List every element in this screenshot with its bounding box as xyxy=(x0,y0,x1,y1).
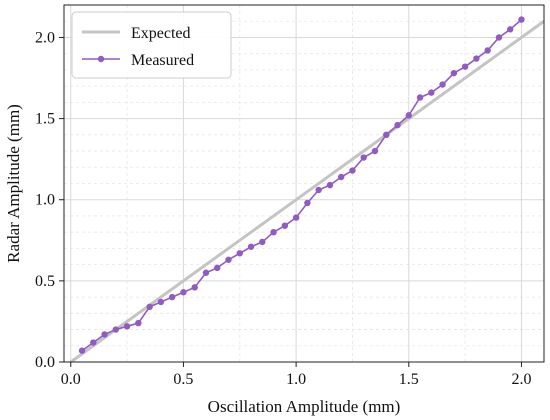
measured-point xyxy=(292,214,300,221)
measured-point xyxy=(405,112,412,119)
series-layer xyxy=(69,16,545,364)
measured-point xyxy=(214,264,221,272)
y-tick-label: 2.0 xyxy=(35,29,55,46)
measured-point xyxy=(337,173,345,181)
y-tick-label: 1.0 xyxy=(35,192,55,209)
measured-line xyxy=(81,18,522,352)
measured-point xyxy=(383,131,390,139)
measured-point xyxy=(484,47,491,54)
plot-frame xyxy=(63,4,545,363)
measured-point xyxy=(360,154,367,161)
measured-point xyxy=(450,69,458,77)
measured-point xyxy=(247,243,255,250)
measured-point xyxy=(473,55,480,62)
measured-point xyxy=(518,16,525,23)
measured-point xyxy=(416,94,424,101)
x-tick-label: 1.0 xyxy=(286,371,306,388)
measured-point xyxy=(349,167,356,174)
measured-point xyxy=(304,199,311,207)
measured-point xyxy=(394,121,401,129)
y-tick-label: 0.0 xyxy=(35,354,55,371)
legend-label-measured: Measured xyxy=(131,52,194,69)
measured-point xyxy=(112,326,120,333)
ticks: 0.0 0.5 1.0 1.5 2.0 0.0 0.5 1.0 1.5 2.0 xyxy=(35,29,531,388)
measured-point xyxy=(371,147,379,155)
measured-point xyxy=(236,250,243,257)
measured-point xyxy=(146,303,153,311)
measured-point xyxy=(225,256,232,263)
measured-point xyxy=(90,339,97,346)
x-tick-label: 0.5 xyxy=(173,371,193,388)
measured-point xyxy=(439,81,446,88)
measured-point xyxy=(157,298,165,306)
measured-point xyxy=(259,238,266,246)
measured-point xyxy=(315,186,322,194)
legend-marker-measured xyxy=(97,55,105,63)
x-tick-label: 2.0 xyxy=(511,371,531,388)
y-tick-label: 0.5 xyxy=(35,273,55,290)
measured-point xyxy=(495,34,503,41)
measured-point xyxy=(123,323,131,330)
measured-point xyxy=(191,284,198,291)
measured-point xyxy=(326,181,334,189)
y-tick-label: 1.5 xyxy=(35,111,55,128)
x-axis-label: Oscillation Amplitude (mm) xyxy=(208,397,401,416)
measured-point xyxy=(270,228,277,236)
legend-label-expected: Expected xyxy=(131,25,191,42)
measured-point xyxy=(428,89,435,96)
legend: Expected Measured xyxy=(71,11,232,79)
measured-point xyxy=(506,26,514,33)
measured-point xyxy=(180,289,187,296)
measured-point xyxy=(101,331,108,338)
measured-point xyxy=(135,319,142,327)
x-tick-label: 0.0 xyxy=(61,371,81,388)
measured-point xyxy=(202,269,210,276)
y-axis-label: Radar Amplitude (mm) xyxy=(4,104,23,263)
x-tick-label: 1.5 xyxy=(399,371,419,388)
legend-box xyxy=(71,11,232,79)
measured-point xyxy=(168,293,176,301)
measured-point xyxy=(281,222,289,229)
measured-point xyxy=(78,347,86,354)
measured-point xyxy=(461,63,469,70)
